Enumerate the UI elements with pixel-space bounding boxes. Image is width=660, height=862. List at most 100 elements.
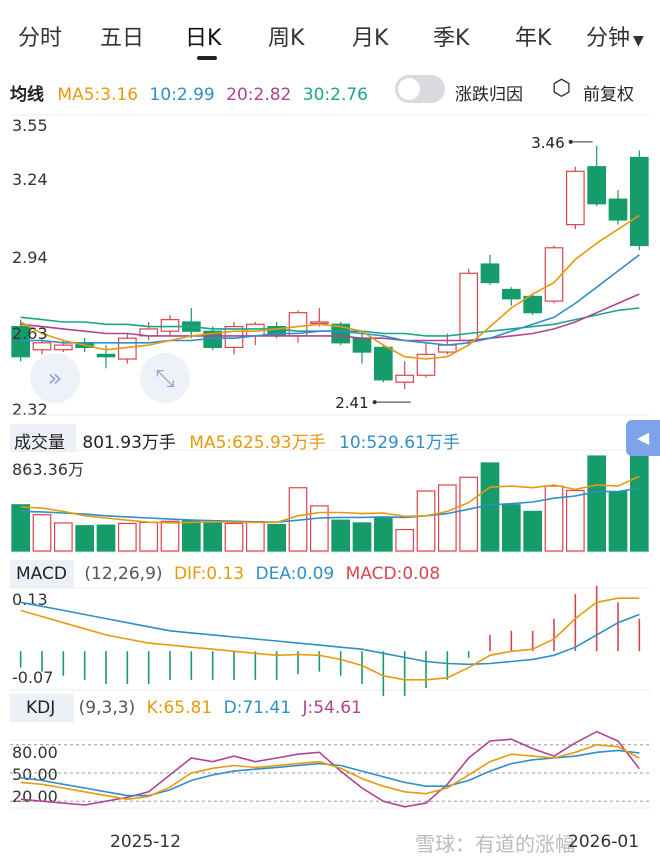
attribution-toggle[interactable] bbox=[395, 75, 445, 103]
forward-adjusted-label[interactable]: 前复权 bbox=[583, 85, 634, 105]
tab-monthly-k[interactable]: 月K bbox=[352, 26, 389, 51]
candle-body bbox=[331, 323, 351, 344]
volume-bar bbox=[565, 489, 585, 552]
chevron-down-icon: ▼ bbox=[633, 33, 644, 49]
volume-bar bbox=[480, 462, 500, 552]
volume-bar bbox=[352, 522, 372, 552]
adjust-settings-icon[interactable]: ⬡ bbox=[552, 76, 572, 101]
volume-bar bbox=[629, 455, 649, 552]
tab-quarterly-k[interactable]: 季K bbox=[433, 26, 470, 51]
fullscreen-icon[interactable]: ⤡ bbox=[140, 353, 190, 403]
macd-title[interactable]: MACD bbox=[16, 564, 67, 584]
volume-bar bbox=[181, 520, 201, 552]
volume-bar bbox=[459, 476, 479, 552]
volume-title[interactable]: 成交量 bbox=[14, 433, 65, 453]
attribution-label[interactable]: 涨跌归因 bbox=[455, 85, 523, 105]
collapse-left-icon[interactable]: ◀ bbox=[626, 420, 660, 456]
max-marker-dot bbox=[568, 139, 573, 144]
volume-bar bbox=[53, 522, 73, 552]
volume-bar bbox=[544, 485, 564, 552]
ma-legend: 均线 MA5:3.16 10:2.99 20:2.82 30:2.76 bbox=[10, 80, 370, 105]
dea-line bbox=[20, 601, 640, 666]
kdj-k: K:65.81 bbox=[146, 698, 213, 718]
candle-body bbox=[160, 319, 180, 332]
ma10-value: 10:2.99 bbox=[149, 85, 215, 105]
price-tick-1: 3.55 bbox=[12, 116, 48, 135]
candle-body bbox=[373, 346, 393, 381]
volume-bar bbox=[32, 514, 52, 552]
volume-bar bbox=[75, 525, 95, 552]
toggle-knob bbox=[398, 78, 420, 100]
expand-right-icon[interactable]: » bbox=[30, 353, 80, 403]
tab-intraday[interactable]: 分时 bbox=[18, 26, 63, 51]
volume-bar bbox=[11, 504, 31, 552]
active-tab-indicator bbox=[197, 56, 217, 60]
candle-body bbox=[395, 374, 415, 383]
price-tick-5: 2.32 bbox=[12, 400, 48, 419]
candle-body bbox=[565, 170, 585, 226]
volume-bar bbox=[117, 522, 137, 552]
volume-bar bbox=[267, 523, 287, 552]
ma-legend-title[interactable]: 均线 bbox=[10, 85, 44, 105]
tab-minute[interactable]: 分钟 ▼ bbox=[586, 20, 644, 52]
ma20-line bbox=[20, 293, 640, 342]
macd-axis-top: 0.13 bbox=[12, 590, 48, 609]
x-label-jan: 2026-01 bbox=[568, 832, 640, 852]
ma30-value: 30:2.76 bbox=[302, 85, 368, 105]
max-price-label: 3.46 bbox=[531, 134, 564, 152]
tab-daily-k[interactable]: 日K bbox=[185, 26, 222, 51]
macd-dea: DEA:0.09 bbox=[255, 564, 335, 584]
kdj-label-box bbox=[10, 694, 74, 722]
volume-bar bbox=[437, 484, 457, 552]
volume-bar bbox=[203, 522, 223, 552]
candle-body bbox=[523, 295, 543, 314]
tab-five-day[interactable]: 五日 bbox=[100, 26, 145, 51]
volume-ma5: MA5:625.93万手 bbox=[189, 433, 326, 453]
tab-weekly-k[interactable]: 周K bbox=[268, 26, 305, 51]
candle-body bbox=[53, 344, 73, 351]
candle-body bbox=[352, 337, 372, 353]
volume-bar bbox=[501, 504, 521, 552]
volume-bar bbox=[331, 519, 351, 552]
kdj-params: (9,3,3) bbox=[78, 698, 136, 718]
candle-body bbox=[629, 156, 649, 247]
volume-bar bbox=[416, 490, 436, 552]
volume-axis-max: 863.36万 bbox=[12, 460, 84, 479]
kdj-axis-50: 50.00 bbox=[12, 765, 58, 784]
watermark: 雪球：有道的涨幅 bbox=[415, 832, 575, 856]
kdj-title[interactable]: KDJ bbox=[26, 698, 56, 718]
volume-bar bbox=[587, 455, 607, 552]
kdj-j-line bbox=[20, 730, 640, 808]
kdj-d: D:71.41 bbox=[223, 698, 292, 718]
candle-body bbox=[96, 353, 116, 358]
volume-ma10: 10:529.61万手 bbox=[339, 433, 460, 453]
volume-bar bbox=[160, 520, 180, 552]
candle-body bbox=[11, 325, 31, 358]
volume-bar bbox=[395, 528, 415, 552]
kdj-legend: KDJ (9,3,3) K:65.81 D:71.41 J:54.61 bbox=[26, 698, 364, 718]
min-price-label: 2.41 bbox=[335, 394, 368, 412]
candle-body bbox=[608, 198, 628, 221]
volume-ma10-line bbox=[20, 487, 640, 524]
kdj-k-line bbox=[20, 743, 640, 801]
ma5-line bbox=[20, 214, 640, 360]
period-tabs: 分时 五日 日K 周K 月K 季K 年K 分钟 ▼ bbox=[0, 0, 660, 72]
candle-body bbox=[32, 342, 52, 351]
candle-body bbox=[587, 166, 607, 205]
candle-body bbox=[416, 353, 436, 376]
ma5-value: MA5:3.16 bbox=[57, 85, 139, 105]
price-tick-4: 2.63 bbox=[12, 324, 48, 343]
volume-ma5-line bbox=[20, 475, 640, 524]
macd-legend: MACD (12,26,9) DIF:0.13 DEA:0.09 MACD:0.… bbox=[16, 564, 442, 584]
volume-bar bbox=[96, 524, 116, 552]
macd-params: (12,26,9) bbox=[84, 564, 163, 584]
volume-label-box bbox=[10, 424, 76, 452]
candle-body bbox=[437, 344, 457, 353]
volume-bar bbox=[245, 521, 265, 552]
kdj-axis-80: 80.00 bbox=[12, 743, 58, 762]
candle-body bbox=[544, 247, 564, 302]
tab-yearly-k[interactable]: 年K bbox=[515, 26, 552, 51]
price-tick-3: 2.94 bbox=[12, 248, 48, 267]
x-label-dec: 2025-12 bbox=[110, 832, 182, 852]
